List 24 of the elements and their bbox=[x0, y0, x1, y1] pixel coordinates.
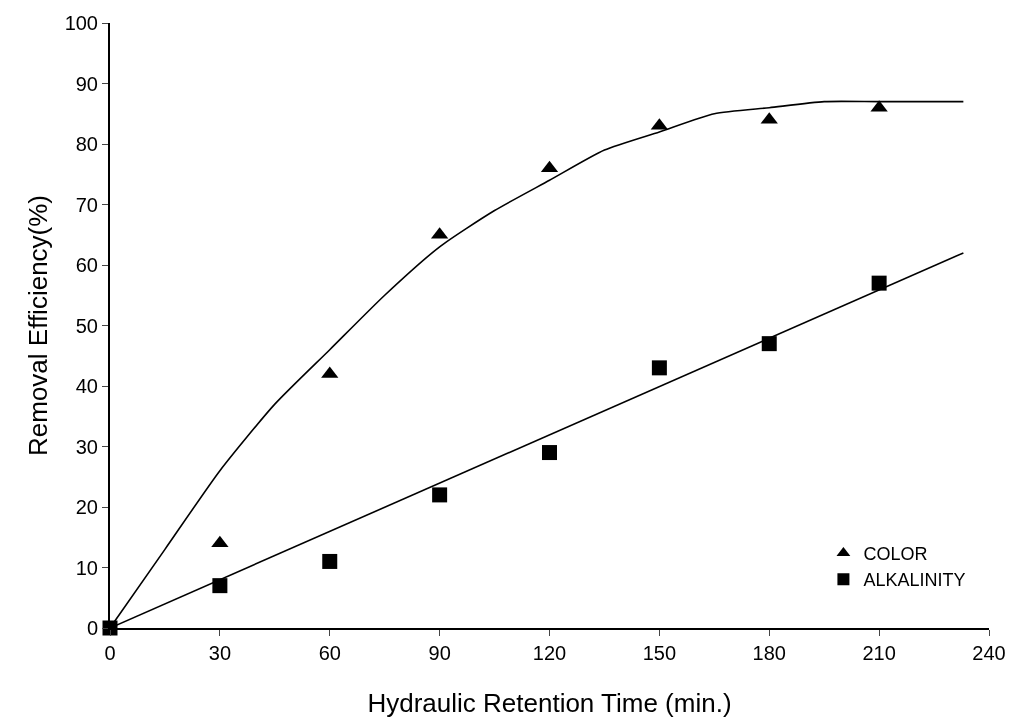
x-tick-label: 120 bbox=[532, 642, 567, 664]
legend-label: COLOR bbox=[863, 543, 928, 564]
x-tick-label: 0 bbox=[104, 642, 116, 664]
y-tick-label: 80 bbox=[75, 133, 98, 155]
x-tick-label: 180 bbox=[752, 642, 786, 664]
x-tick-label: 150 bbox=[642, 642, 677, 664]
y-tick-label: 20 bbox=[75, 496, 98, 518]
x-tick-label: 210 bbox=[862, 642, 896, 664]
y-axis-title: Removal Efficiency(%) bbox=[23, 194, 53, 457]
y-tick-label: 0 bbox=[86, 617, 98, 639]
y-tick-label: 100 bbox=[64, 12, 98, 34]
y-tick-label: 90 bbox=[75, 72, 98, 95]
legend-label: ALKALINITY bbox=[863, 570, 966, 591]
x-axis-title: Hydraulic Retention Time (min.) bbox=[367, 688, 732, 718]
y-tick-label: 50 bbox=[75, 314, 98, 337]
y-tick-label: 30 bbox=[75, 435, 98, 458]
x-tick-label: 60 bbox=[318, 642, 341, 664]
y-tick-label: 40 bbox=[75, 375, 98, 397]
y-tick-label: 10 bbox=[75, 556, 98, 579]
x-tick-label: 30 bbox=[208, 642, 232, 664]
y-tick-label: 70 bbox=[75, 193, 98, 216]
x-tick-label: 240 bbox=[972, 642, 1006, 664]
y-tick-label: 60 bbox=[75, 254, 98, 276]
x-tick-label: 90 bbox=[428, 642, 451, 664]
